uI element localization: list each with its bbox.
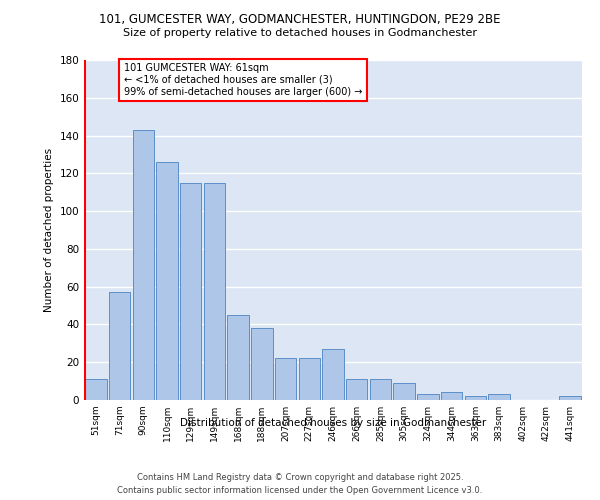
- Bar: [275, 358, 296, 400]
- Bar: [157, 162, 178, 400]
- Text: Size of property relative to detached houses in Godmanchester: Size of property relative to detached ho…: [123, 28, 477, 38]
- Text: 101, GUMCESTER WAY, GODMANCHESTER, HUNTINGDON, PE29 2BE: 101, GUMCESTER WAY, GODMANCHESTER, HUNTI…: [99, 12, 501, 26]
- Bar: [299, 358, 320, 400]
- Text: Contains public sector information licensed under the Open Government Licence v3: Contains public sector information licen…: [118, 486, 482, 495]
- Bar: [394, 383, 415, 400]
- Bar: [204, 183, 225, 400]
- Text: Distribution of detached houses by size in Godmanchester: Distribution of detached houses by size …: [180, 418, 486, 428]
- Text: 101 GUMCESTER WAY: 61sqm
← <1% of detached houses are smaller (3)
99% of semi-de: 101 GUMCESTER WAY: 61sqm ← <1% of detach…: [124, 64, 362, 96]
- Bar: [227, 315, 249, 400]
- Bar: [109, 292, 130, 400]
- Bar: [559, 396, 581, 400]
- Bar: [464, 396, 486, 400]
- Bar: [370, 379, 391, 400]
- Bar: [133, 130, 154, 400]
- Text: Contains HM Land Registry data © Crown copyright and database right 2025.: Contains HM Land Registry data © Crown c…: [137, 472, 463, 482]
- Bar: [441, 392, 462, 400]
- Bar: [322, 349, 344, 400]
- Bar: [346, 379, 367, 400]
- Y-axis label: Number of detached properties: Number of detached properties: [44, 148, 54, 312]
- Bar: [85, 379, 107, 400]
- Bar: [417, 394, 439, 400]
- Bar: [251, 328, 272, 400]
- Bar: [488, 394, 509, 400]
- Bar: [180, 183, 202, 400]
